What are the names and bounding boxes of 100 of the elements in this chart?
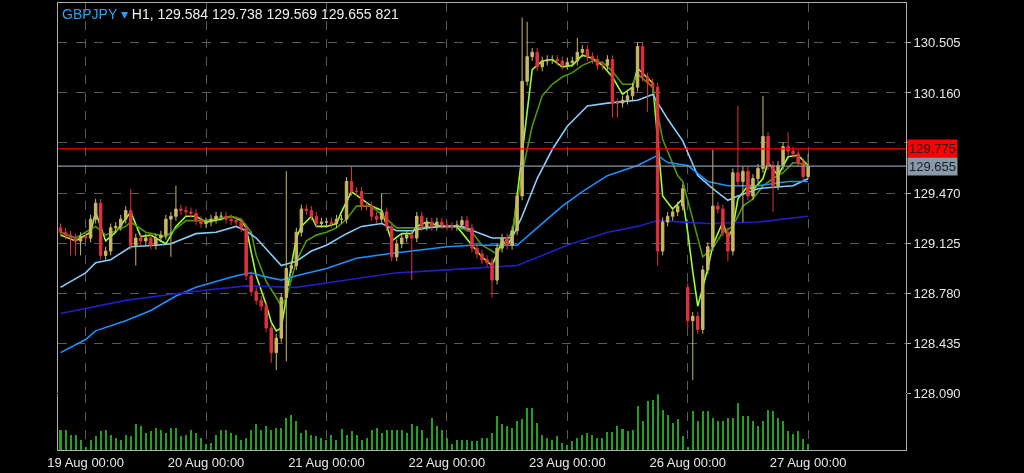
bar (346, 435, 348, 450)
bar (401, 430, 403, 450)
bar (737, 403, 739, 450)
candlestick (605, 54, 610, 71)
candlestick (139, 233, 143, 246)
bar (235, 435, 237, 450)
candlestick (640, 41, 645, 82)
bar (536, 423, 538, 450)
bar (100, 431, 102, 450)
bar (616, 426, 618, 450)
candlestick (615, 98, 620, 119)
bar (290, 415, 292, 450)
x-tick-label: 21 Aug 00:00 (288, 454, 365, 470)
bar (662, 410, 664, 450)
bar (310, 435, 312, 450)
candlestick (334, 214, 339, 229)
candlestick (149, 233, 153, 251)
candlestick (369, 201, 374, 222)
candlestick (83, 231, 88, 243)
y-tick-label: 128.090 (913, 385, 961, 401)
ref-line-label: 129.775 (909, 141, 956, 156)
bar (396, 430, 398, 450)
bar (586, 433, 588, 450)
bar (621, 429, 624, 450)
candlestick (595, 54, 600, 71)
bar (606, 432, 608, 450)
bar (777, 418, 779, 450)
bar (130, 436, 132, 450)
bar (371, 430, 373, 450)
bar (325, 440, 327, 450)
bar (411, 424, 413, 450)
candlestick (63, 227, 68, 240)
chart-subtitle: H1, 129.584 129.738 129.569 129.655 821 (131, 6, 400, 22)
bar (250, 430, 252, 450)
candlestick (359, 186, 364, 211)
candlestick (374, 211, 379, 224)
x-tick-label: 26 Aug 00:00 (649, 454, 727, 470)
bar (757, 426, 759, 450)
bar (451, 444, 453, 450)
candlestick (430, 217, 434, 232)
candlestick (410, 230, 414, 281)
bar (722, 421, 724, 450)
bar (516, 421, 518, 450)
bar (571, 441, 573, 450)
bar (692, 411, 694, 450)
candlestick (73, 233, 78, 256)
candlestick (535, 47, 539, 72)
candlestick (450, 221, 454, 232)
bar (682, 436, 684, 450)
candlestick (309, 205, 314, 222)
candlestick (379, 192, 384, 224)
candlestick (731, 167, 735, 256)
bar (752, 421, 754, 450)
y-tick-label: 130.160 (913, 85, 961, 101)
bar (787, 431, 789, 450)
candlestick (655, 82, 660, 267)
bar (305, 430, 307, 450)
bar (150, 431, 152, 450)
candlestick (696, 311, 700, 335)
bar (145, 433, 147, 450)
bar (466, 440, 468, 450)
y-tick-label: 130.505 (913, 35, 961, 51)
bar (647, 401, 649, 450)
bar (802, 439, 804, 450)
candlestick (344, 176, 349, 224)
bar (481, 438, 483, 450)
bar (667, 415, 669, 450)
bar (165, 433, 167, 450)
candlestick (144, 233, 148, 246)
candlestick (415, 211, 419, 243)
candlestick (686, 282, 690, 329)
bar (275, 428, 277, 450)
candlestick (425, 217, 429, 232)
bar (320, 438, 322, 450)
candlestick (304, 204, 309, 216)
bar (255, 424, 257, 450)
bar (767, 410, 769, 450)
x-tick-label: 19 Aug 00:00 (47, 454, 124, 470)
bar (471, 441, 473, 450)
bar (270, 430, 272, 450)
candlestick (98, 198, 103, 261)
bar (300, 433, 302, 450)
bar (240, 440, 242, 450)
candlestick (420, 211, 424, 232)
candlestick (58, 223, 63, 238)
candlestick (620, 95, 625, 108)
bar (190, 430, 192, 450)
bar (486, 438, 488, 450)
bar (210, 443, 212, 450)
bar (391, 430, 393, 450)
bar (135, 424, 137, 450)
candlestick (625, 90, 630, 106)
bar (461, 440, 463, 450)
bar (416, 426, 418, 450)
candlestick (78, 231, 83, 256)
bar (561, 443, 563, 450)
bar (125, 435, 127, 450)
bar (792, 434, 794, 450)
bar (195, 433, 197, 450)
bar (406, 433, 408, 450)
